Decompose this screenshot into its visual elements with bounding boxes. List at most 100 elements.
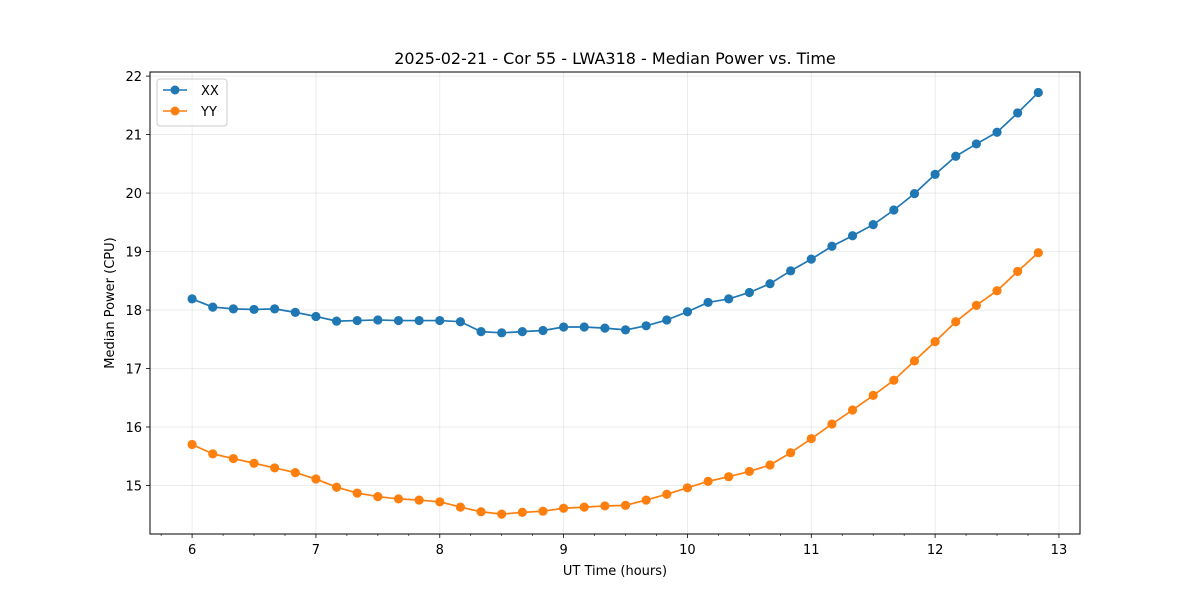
data-point-yy	[724, 472, 734, 482]
data-point-yy	[517, 507, 527, 517]
x-tick-label: 6	[188, 543, 196, 558]
data-point-yy	[208, 449, 218, 459]
data-point-xx	[971, 139, 981, 149]
y-tick-label: 18	[125, 304, 142, 319]
data-point-yy	[455, 502, 466, 512]
data-point-yy	[270, 463, 280, 473]
chart-title: 2025-02-21 - Cor 55 - LWA318 - Median Po…	[394, 49, 836, 68]
data-point-yy	[1033, 248, 1043, 258]
data-point-yy	[620, 500, 631, 510]
data-point-yy	[435, 497, 445, 507]
data-point-xx	[208, 302, 218, 312]
data-point-yy	[1013, 266, 1023, 277]
series-yy	[187, 248, 1043, 519]
data-point-xx	[559, 322, 569, 332]
x-tick-label: 8	[436, 543, 444, 558]
data-point-yy	[393, 494, 404, 504]
data-point-yy	[352, 488, 362, 498]
x-tick-label: 11	[803, 543, 820, 558]
data-point-xx	[620, 325, 631, 335]
data-point-yy	[868, 390, 878, 400]
data-point-yy	[311, 474, 321, 484]
data-point-yy	[662, 489, 672, 499]
y-tick-label: 16	[125, 421, 142, 436]
data-point-xx	[868, 220, 878, 230]
data-point-yy	[290, 467, 300, 478]
data-point-xx	[249, 304, 259, 315]
data-point-yy	[992, 286, 1002, 296]
y-tick-label: 17	[125, 362, 142, 377]
data-point-xx	[724, 294, 734, 304]
x-tick-label: 7	[312, 543, 320, 558]
data-point-yy	[249, 458, 259, 468]
data-point-yy	[827, 419, 837, 429]
data-point-xx	[600, 323, 610, 333]
data-point-yy	[703, 476, 713, 486]
data-point-yy	[579, 502, 589, 512]
axes: 6 7 8 9 10 11 12 13 15 16 17 18 19 20 21 22	[125, 70, 1067, 558]
data-point-xx	[827, 241, 837, 251]
data-point-xx	[1013, 108, 1023, 118]
data-point-xx	[290, 307, 300, 317]
data-point-yy	[971, 300, 981, 310]
data-point-yy	[331, 482, 342, 492]
data-point-xx	[806, 254, 816, 264]
data-point-yy	[806, 434, 816, 444]
data-point-xx	[187, 294, 197, 304]
data-point-yy	[228, 453, 238, 464]
data-point-xx	[228, 304, 238, 314]
series-group	[187, 87, 1043, 519]
grid-lines	[150, 72, 1080, 534]
x-tick-label: 13	[1051, 543, 1068, 558]
data-point-yy	[497, 509, 507, 519]
y-tick-label: 22	[125, 70, 142, 85]
data-point-xx	[455, 317, 466, 327]
data-point-yy	[889, 375, 899, 385]
data-point-yy	[414, 495, 424, 505]
data-point-yy	[559, 503, 569, 513]
data-point-xx	[373, 315, 383, 325]
data-point-xx	[311, 311, 321, 322]
legend-marker-xx	[170, 85, 180, 95]
data-point-yy	[682, 483, 693, 493]
y-tick-label: 19	[125, 246, 142, 261]
legend: XX YY	[156, 78, 228, 127]
x-tick-label: 12	[927, 543, 944, 558]
data-point-xx	[889, 205, 899, 215]
data-point-xx	[579, 322, 589, 332]
data-point-yy	[744, 466, 754, 477]
data-point-xx	[538, 325, 548, 336]
data-point-xx	[476, 327, 486, 337]
plot-area-frame	[149, 71, 1081, 535]
data-point-xx	[909, 189, 920, 199]
data-point-xx	[682, 307, 693, 317]
data-point-xx	[517, 327, 527, 337]
data-point-xx	[744, 287, 754, 298]
data-point-xx	[435, 315, 445, 326]
data-point-yy	[600, 501, 610, 511]
data-point-yy	[641, 495, 651, 505]
y-tick-label: 15	[125, 479, 142, 494]
data-point-xx	[331, 316, 342, 326]
data-point-xx	[765, 279, 775, 289]
x-tick-label: 10	[679, 543, 696, 558]
data-point-yy	[765, 460, 775, 470]
data-point-xx	[497, 328, 507, 338]
data-point-xx	[270, 304, 280, 314]
data-point-xx	[930, 169, 940, 179]
data-point-yy	[786, 448, 796, 458]
series-xx	[187, 87, 1043, 338]
data-point-xx	[992, 127, 1002, 137]
data-point-yy	[538, 506, 548, 516]
x-axis-label: UT Time (hours)	[563, 564, 667, 579]
data-point-yy	[951, 317, 961, 327]
legend-label-yy: YY	[200, 105, 217, 120]
x-tick-label: 9	[559, 543, 567, 558]
data-point-yy	[187, 439, 197, 450]
data-point-xx	[414, 315, 424, 326]
y-axis-label: Median Power (CPU)	[103, 237, 118, 368]
data-point-yy	[909, 356, 920, 366]
data-point-xx	[786, 266, 796, 276]
data-point-xx	[847, 231, 858, 241]
